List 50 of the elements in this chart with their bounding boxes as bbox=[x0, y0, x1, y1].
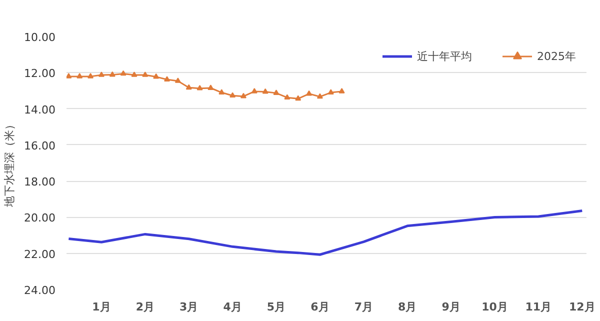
point bbox=[120, 70, 126, 76]
y-axis-title: 地下水埋深（米） bbox=[3, 119, 16, 208]
point bbox=[338, 88, 345, 94]
point bbox=[98, 72, 104, 77]
point bbox=[240, 92, 246, 98]
y-tick-label: 18.00 bbox=[24, 176, 56, 189]
point bbox=[76, 73, 83, 78]
x-tick-label: 1月 bbox=[92, 300, 111, 314]
x-tick-label: 8月 bbox=[398, 300, 417, 314]
point bbox=[284, 94, 290, 100]
x-tick-label: 10月 bbox=[482, 300, 508, 314]
y-tick-label: 20.00 bbox=[24, 212, 56, 225]
x-tick-label: 7月 bbox=[354, 300, 373, 314]
x-tick-label: 11月 bbox=[525, 300, 552, 314]
point bbox=[186, 84, 192, 90]
point bbox=[230, 92, 236, 98]
y-tick-label: 16.00 bbox=[24, 139, 56, 152]
y-tick-label: 22.00 bbox=[24, 248, 56, 261]
point bbox=[273, 90, 280, 96]
point bbox=[306, 90, 312, 96]
x-tick-label: 6月 bbox=[310, 300, 330, 314]
point bbox=[196, 84, 203, 90]
x-tick-label: 9月 bbox=[442, 300, 460, 314]
point bbox=[142, 72, 148, 77]
point bbox=[153, 73, 160, 79]
x-tick-label: 4月 bbox=[223, 300, 242, 314]
x-tick-label: 3月 bbox=[180, 300, 198, 314]
x-tick-label: 2月 bbox=[136, 300, 154, 314]
point bbox=[262, 88, 268, 94]
point bbox=[66, 73, 72, 78]
point bbox=[131, 72, 138, 77]
y-tick-label: 10.00 bbox=[24, 31, 56, 44]
point bbox=[208, 84, 214, 90]
line-series bbox=[67, 209, 584, 256]
point bbox=[295, 95, 302, 101]
x-tick-label: 5月 bbox=[266, 300, 286, 314]
legend-label: 近十年平均 bbox=[417, 48, 472, 64]
point bbox=[164, 76, 170, 82]
point bbox=[88, 73, 94, 78]
point bbox=[109, 71, 116, 77]
point bbox=[251, 88, 258, 94]
point bbox=[218, 89, 225, 94]
y-tick-label: 12.00 bbox=[24, 67, 56, 80]
x-tick-label: 12月 bbox=[568, 300, 596, 314]
point bbox=[174, 78, 181, 83]
point bbox=[328, 89, 334, 94]
y-tick-label: 14.00 bbox=[24, 103, 56, 116]
y-tick-label: 24.00 bbox=[24, 284, 56, 297]
point bbox=[316, 93, 323, 99]
legend-label: 2025年 bbox=[537, 48, 576, 64]
